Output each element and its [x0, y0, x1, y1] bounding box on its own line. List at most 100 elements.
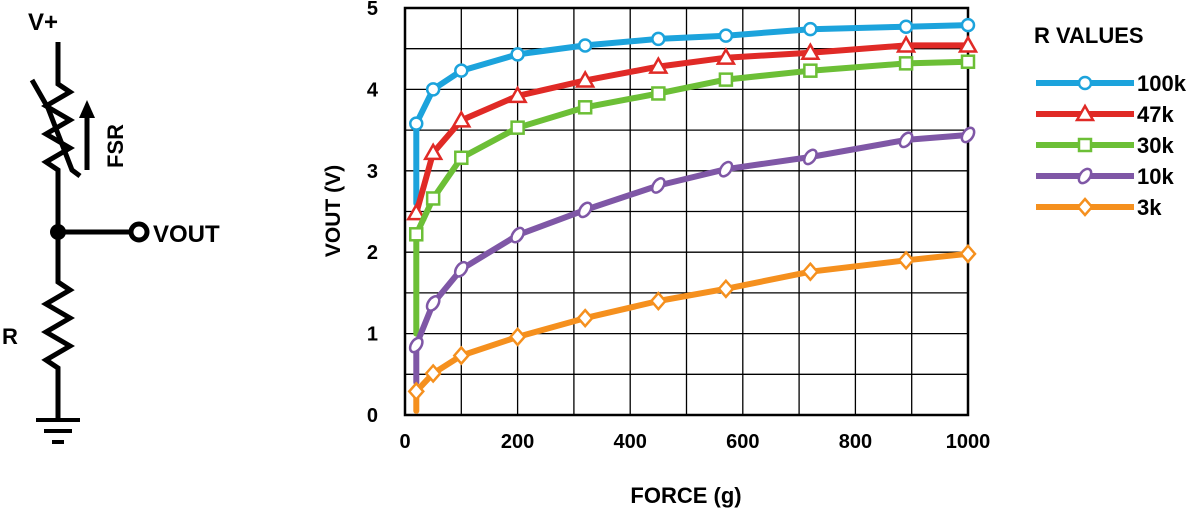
data-point	[508, 326, 527, 347]
legend-label: 3k	[1137, 195, 1162, 220]
data-point	[897, 250, 915, 271]
data-point	[960, 126, 976, 144]
series-10k	[408, 126, 976, 386]
data-point	[649, 291, 668, 311]
data-point	[959, 243, 977, 264]
y-axis-label: VOUT (V)	[322, 165, 345, 257]
legend-label: 100k	[1137, 71, 1187, 96]
data-point	[424, 363, 442, 384]
y-tick-label: 3	[367, 161, 378, 183]
series-47k	[406, 34, 979, 221]
x-axis-label: FORCE (g)	[630, 483, 741, 508]
data-point	[452, 345, 470, 366]
axis-ticks: 0 200 400 600 800 1000 0 1 2 3 4 5	[367, 0, 990, 453]
vout-label: VOUT	[153, 221, 220, 248]
resistor-label: R	[2, 324, 18, 349]
legend-label: 30k	[1137, 133, 1174, 158]
data-point	[510, 120, 525, 135]
data-point	[510, 226, 526, 244]
arrow-up-icon	[79, 100, 95, 118]
series-line	[413, 42, 971, 217]
data-point	[451, 109, 472, 128]
data-point	[898, 56, 914, 71]
supply-label: V+	[28, 9, 58, 36]
data-point	[510, 47, 525, 62]
data-point	[715, 47, 737, 65]
legend: R VALUES 100k 47k 30k 10k 3k	[1034, 23, 1187, 220]
y-tick-label: 2	[367, 242, 378, 264]
data-point	[802, 148, 818, 166]
data-point	[406, 202, 427, 221]
series-30k	[409, 54, 976, 337]
data-point	[718, 72, 734, 87]
series-100k	[409, 17, 976, 207]
data-point	[1077, 75, 1093, 91]
legend-entry-47k: 47k	[1036, 102, 1174, 127]
legend-entry-100k: 100k	[1036, 71, 1187, 96]
data-point	[648, 56, 669, 74]
data-point	[898, 131, 914, 149]
ground-icon	[36, 418, 80, 444]
data-point	[898, 19, 914, 34]
data-point	[803, 63, 818, 78]
series-line	[413, 250, 971, 414]
data-point	[577, 201, 593, 219]
data-point	[957, 34, 979, 53]
data-point	[717, 278, 735, 299]
data-point	[651, 86, 666, 101]
legend-title: R VALUES	[1034, 23, 1144, 48]
data-point	[960, 54, 976, 69]
data-point	[409, 227, 424, 242]
data-point	[576, 308, 594, 329]
legend-entry-30k: 30k	[1036, 133, 1174, 158]
x-tick-label: 1000	[946, 431, 991, 453]
data-point	[803, 21, 818, 37]
y-tick-label: 1	[367, 324, 378, 346]
data-point	[718, 160, 734, 178]
grid	[405, 8, 968, 415]
y-tick-label: 4	[367, 79, 379, 101]
series-3k	[407, 243, 977, 414]
legend-entry-3k: 3k	[1036, 195, 1162, 220]
x-tick-label: 0	[399, 431, 410, 453]
legend-label: 47k	[1137, 102, 1174, 127]
x-tick-label: 200	[501, 431, 534, 453]
data-point	[425, 295, 441, 312]
data-point	[454, 150, 469, 166]
data-point	[409, 116, 424, 131]
data-point	[800, 42, 821, 61]
fsr-label: FSR	[103, 124, 128, 168]
legend-label: 10k	[1137, 164, 1174, 189]
data-point	[801, 261, 820, 282]
fsr-voltage-divider-schematic: V+ FSR VOUT R	[2, 9, 220, 444]
data-point	[1077, 137, 1093, 153]
series-group	[406, 17, 979, 414]
data-point	[507, 85, 528, 104]
data-point	[1074, 103, 1096, 122]
data-point	[422, 142, 444, 161]
pulldown-resistor-wire	[41, 232, 75, 418]
data-point	[651, 31, 666, 47]
data-point	[1077, 167, 1093, 185]
data-point	[1076, 197, 1094, 217]
vout-terminal	[128, 221, 150, 243]
data-point	[407, 381, 425, 402]
data-point	[575, 69, 596, 88]
x-tick-label: 600	[726, 431, 759, 453]
data-point	[425, 191, 441, 206]
data-point	[577, 100, 593, 115]
data-point	[408, 336, 424, 354]
fsr-variable-slash	[29, 78, 82, 178]
data-point	[425, 82, 441, 97]
data-point	[960, 17, 976, 33]
data-point	[577, 38, 593, 53]
data-point	[718, 28, 734, 43]
legend-entry-10k: 10k	[1036, 164, 1174, 189]
plot-frame	[403, 6, 970, 417]
data-point	[453, 260, 469, 278]
data-point	[650, 177, 666, 194]
data-point	[895, 34, 917, 53]
vout-vs-force-chart: 0 200 400 600 800 1000 0 1 2 3 4 5 FORCE (g) VOUT (…	[322, 0, 1187, 508]
x-tick-label: 800	[839, 431, 872, 453]
